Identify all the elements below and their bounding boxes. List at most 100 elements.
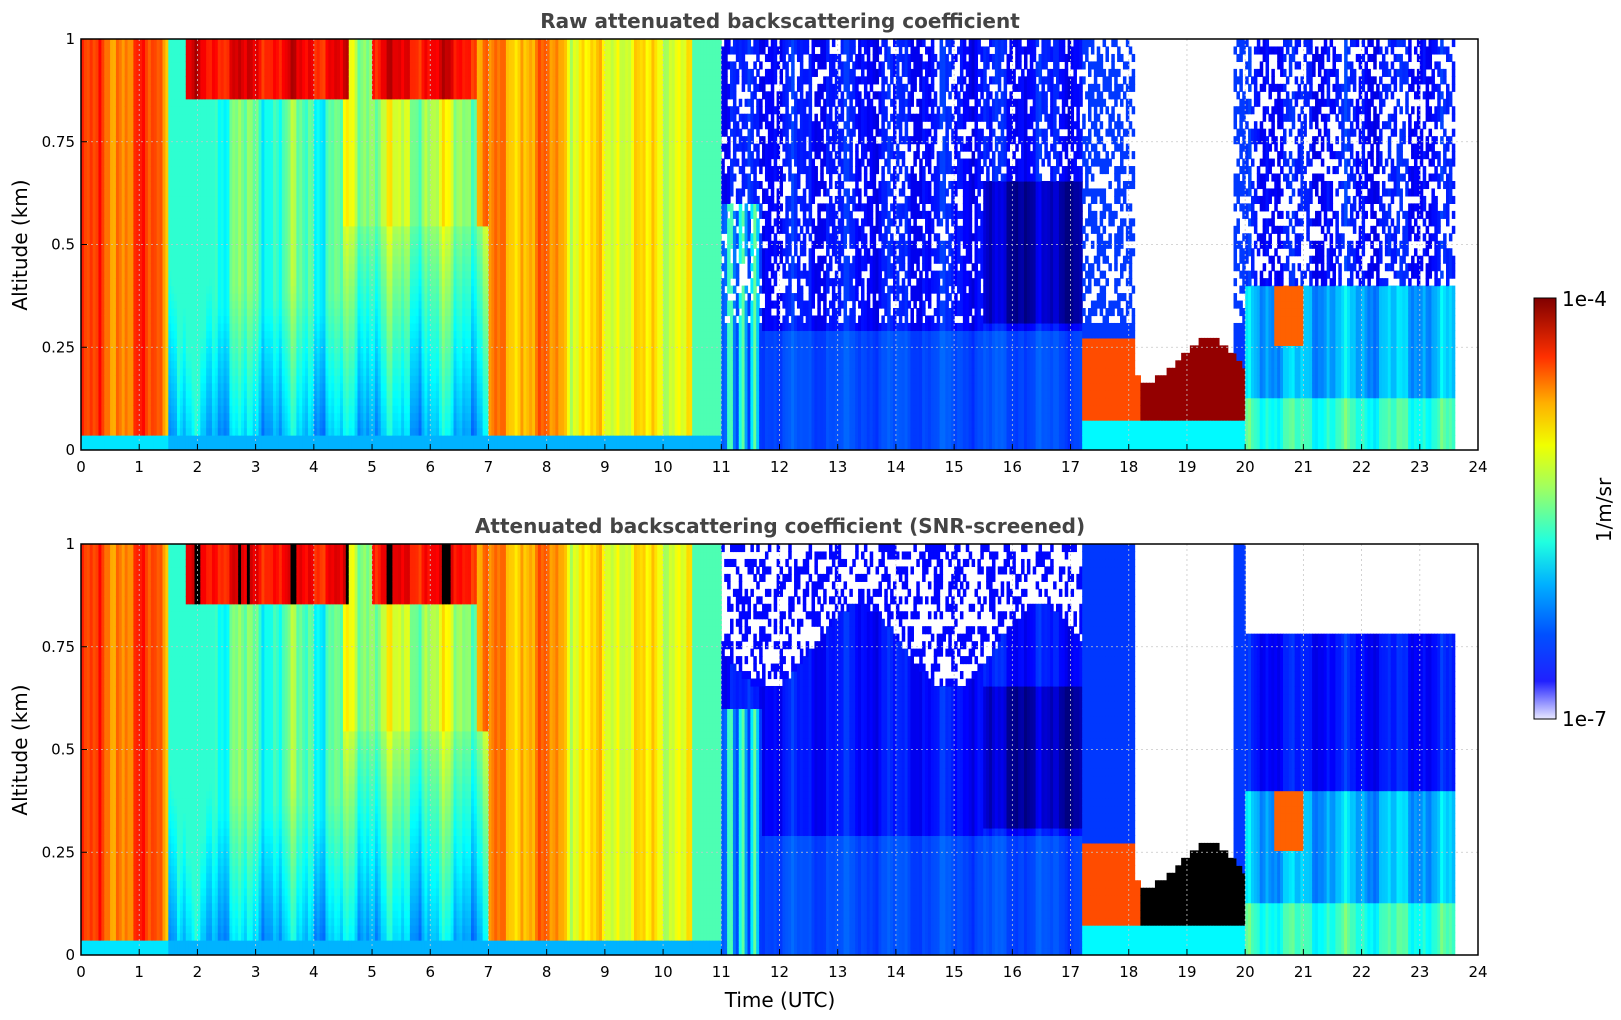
heatmap-cell bbox=[220, 218, 225, 227]
heatmap-cell bbox=[203, 278, 207, 287]
heatmap-cell bbox=[191, 240, 196, 249]
heatmap-cell bbox=[171, 255, 175, 264]
heatmap-cell bbox=[232, 255, 236, 264]
heatmap-cell bbox=[159, 337, 164, 346]
heatmap-cell bbox=[197, 285, 201, 294]
heatmap-cell bbox=[150, 83, 155, 92]
heatmap-cell bbox=[107, 173, 111, 182]
heatmap-cell bbox=[142, 106, 146, 115]
heatmap-cell bbox=[174, 173, 178, 182]
heatmap-cell bbox=[284, 98, 289, 107]
heatmap-cell bbox=[101, 285, 105, 294]
heatmap-cell bbox=[197, 166, 201, 175]
heatmap-cell bbox=[296, 270, 300, 279]
heatmap-cell bbox=[223, 263, 228, 272]
heatmap-cell bbox=[232, 83, 236, 92]
heatmap-cell bbox=[220, 210, 225, 219]
heatmap-cell bbox=[113, 121, 117, 130]
heatmap-cell bbox=[217, 166, 222, 175]
heatmap-cell bbox=[150, 225, 155, 234]
heatmap-cell bbox=[270, 390, 274, 399]
heatmap-cell bbox=[92, 240, 97, 249]
heatmap-cell bbox=[118, 360, 123, 369]
heatmap-cell bbox=[179, 315, 184, 324]
heatmap-cell bbox=[83, 188, 88, 197]
heatmap-cell bbox=[121, 412, 126, 421]
heatmap-cell bbox=[220, 195, 225, 204]
heatmap-cell bbox=[226, 210, 231, 219]
heatmap-cell bbox=[290, 360, 295, 369]
heatmap-cell bbox=[86, 61, 91, 70]
heatmap-cell bbox=[243, 248, 248, 257]
heatmap-cell bbox=[121, 91, 126, 100]
heatmap-cell bbox=[220, 158, 225, 167]
heatmap-cell bbox=[194, 136, 199, 145]
heatmap-cell bbox=[287, 158, 292, 167]
heatmap-cell bbox=[142, 375, 146, 384]
heatmap-cell bbox=[200, 180, 204, 190]
heatmap-cell bbox=[255, 39, 260, 48]
heatmap-cell bbox=[185, 128, 190, 137]
heatmap-cell bbox=[241, 203, 245, 212]
heatmap-cell bbox=[121, 203, 126, 212]
heatmap-cell bbox=[127, 136, 132, 145]
heatmap-cell bbox=[238, 143, 242, 152]
heatmap-cell bbox=[139, 308, 143, 317]
heatmap-cell bbox=[159, 345, 164, 354]
heatmap-cell bbox=[95, 46, 100, 55]
heatmap-cell bbox=[142, 330, 146, 339]
heatmap-cell bbox=[220, 188, 225, 197]
heatmap-cell bbox=[185, 173, 190, 182]
heatmap-cell bbox=[124, 300, 129, 309]
heatmap-cell bbox=[136, 420, 140, 429]
heatmap-cell bbox=[162, 83, 166, 92]
heatmap-cell bbox=[203, 203, 207, 212]
heatmap-cell bbox=[206, 278, 210, 287]
heatmap-cell bbox=[92, 412, 97, 421]
heatmap-cell bbox=[287, 106, 292, 115]
heatmap-cell bbox=[235, 98, 239, 107]
heatmap-cell bbox=[156, 203, 161, 212]
heatmap-cell bbox=[156, 76, 161, 85]
heatmap-cell bbox=[264, 278, 268, 287]
heatmap-cell bbox=[276, 375, 280, 384]
heatmap-cell bbox=[182, 435, 187, 444]
heatmap-cell bbox=[107, 53, 111, 63]
heatmap-cell bbox=[261, 151, 265, 160]
heatmap-cell bbox=[145, 397, 149, 406]
heatmap-cell bbox=[81, 53, 85, 63]
heatmap-cell bbox=[185, 83, 190, 92]
heatmap-cell bbox=[255, 412, 260, 421]
heatmap-cell bbox=[197, 397, 201, 406]
heatmap-cell bbox=[121, 39, 126, 48]
heatmap-cell bbox=[223, 46, 228, 55]
heatmap-cell bbox=[101, 188, 105, 197]
heatmap-cell bbox=[246, 203, 251, 212]
heatmap-cell bbox=[223, 136, 228, 145]
heatmap-cell bbox=[261, 143, 265, 152]
heatmap-cell bbox=[264, 382, 268, 391]
heatmap-cell bbox=[243, 210, 248, 219]
heatmap-cell bbox=[107, 375, 111, 384]
heatmap-cell bbox=[246, 360, 251, 369]
heatmap-cell bbox=[290, 233, 295, 242]
heatmap-cell bbox=[81, 360, 85, 369]
heatmap-cell bbox=[191, 367, 196, 376]
heatmap-cell bbox=[241, 382, 245, 391]
heatmap-cell bbox=[249, 248, 254, 257]
heatmap-cell bbox=[83, 293, 88, 302]
heatmap-cell bbox=[168, 427, 172, 436]
heatmap-cell bbox=[107, 382, 111, 391]
heatmap-cell bbox=[81, 76, 85, 85]
heatmap-cell bbox=[197, 420, 201, 429]
heatmap-cell bbox=[139, 76, 143, 85]
heatmap-cell bbox=[162, 435, 166, 444]
heatmap-cell bbox=[165, 106, 169, 115]
heatmap-cell bbox=[130, 91, 134, 100]
heatmap-cell bbox=[121, 330, 126, 339]
heatmap-cell bbox=[142, 121, 146, 130]
heatmap-cell bbox=[238, 233, 242, 242]
heatmap-cell bbox=[92, 420, 97, 429]
heatmap-cell bbox=[159, 412, 164, 421]
heatmap-cell bbox=[92, 427, 97, 436]
